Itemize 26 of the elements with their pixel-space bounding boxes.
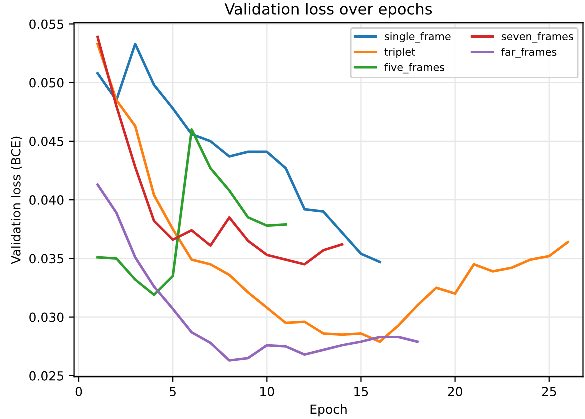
legend-label: triplet — [384, 48, 416, 58]
y-tick-label: 0.045 — [30, 136, 64, 146]
y-tick-label: 0.025 — [30, 371, 64, 381]
y-tick-label: 0.055 — [30, 20, 64, 30]
y-axis-title: Validation loss (BCE) — [11, 136, 22, 264]
y-tick-label: 0.030 — [30, 312, 64, 322]
line-series — [96, 42, 382, 264]
x-tick-label: 5 — [170, 387, 176, 396]
line-series — [96, 128, 288, 296]
y-tick-label: 0.035 — [30, 254, 64, 264]
legend-label: single_frame — [384, 32, 451, 43]
x-tick-label: 0 — [76, 387, 82, 396]
x-axis-title: Epoch — [310, 404, 347, 417]
x-tick-label: 25 — [542, 387, 556, 396]
line-series — [96, 42, 570, 344]
x-tick-label: 15 — [354, 387, 368, 396]
y-tick-label: 0.050 — [30, 78, 64, 88]
y-tick-label: 0.040 — [30, 196, 64, 205]
x-tick-label: 10 — [260, 387, 274, 396]
legend-label: far_frames — [502, 48, 557, 58]
legend-label: seven_frames — [502, 32, 574, 43]
line-series — [96, 36, 344, 266]
legend-label: five_frames — [384, 63, 445, 74]
line-series — [96, 184, 419, 362]
x-tick-label: 20 — [448, 387, 462, 396]
chart-title: Validation loss over epochs — [224, 3, 432, 18]
